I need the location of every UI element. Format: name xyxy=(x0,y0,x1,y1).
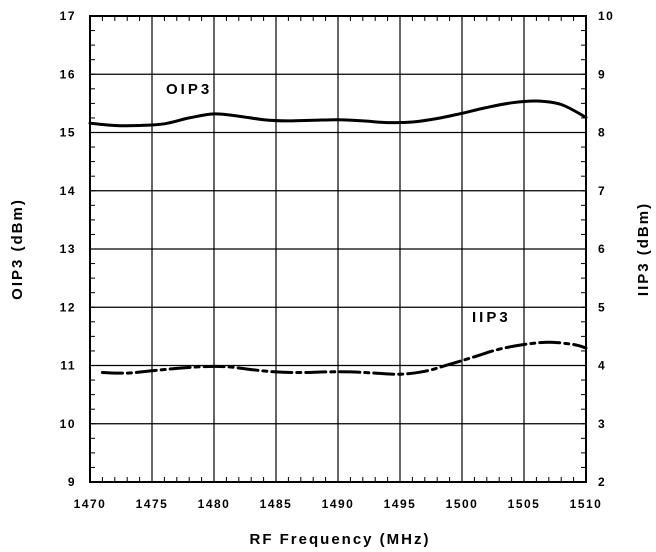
y-tick-label-right: 9 xyxy=(598,67,606,81)
x-tick-label: 1500 xyxy=(446,497,479,511)
series-label-oip3: OIP3 xyxy=(166,81,212,98)
y-tick-label-right: 8 xyxy=(598,126,606,140)
series xyxy=(88,99,588,376)
grid xyxy=(90,16,586,482)
y-tick-label-left: 9 xyxy=(68,475,76,489)
x-tick-label: 1495 xyxy=(384,497,417,511)
y-axis-title-right: IIP3 (dBm) xyxy=(635,202,652,296)
series-line-oip3 xyxy=(88,99,588,128)
plot-frame xyxy=(89,15,587,483)
y-axis-title-left: OIP3 (dBm) xyxy=(9,198,26,300)
x-tick-label: 1475 xyxy=(136,497,169,511)
x-tick-label: 1505 xyxy=(508,497,541,511)
x-tick-label: 1490 xyxy=(322,497,355,511)
y-tick-label-left: 17 xyxy=(60,9,76,23)
series-line-iip3 xyxy=(100,340,588,376)
y-tick-label-right: 7 xyxy=(598,184,606,198)
y-tick-label-left: 13 xyxy=(60,242,76,256)
y-tick-label-left: 11 xyxy=(60,359,76,373)
y-tick-label-right: 6 xyxy=(598,242,606,256)
x-tick-label: 1510 xyxy=(570,497,603,511)
series-label-iip3: IIP3 xyxy=(472,309,511,326)
x-tick-label: 1485 xyxy=(260,497,293,511)
y-tick-label-left: 14 xyxy=(60,184,76,198)
y-tick-label-right: 5 xyxy=(598,300,606,314)
y-tick-label-left: 12 xyxy=(60,300,76,314)
y-tick-label-left: 15 xyxy=(60,126,76,140)
x-axis-title: RF Frequency (MHz) xyxy=(249,531,430,548)
y-tick-label-right: 10 xyxy=(598,9,614,23)
y-tick-label-right: 2 xyxy=(598,475,606,489)
y-tick-label-right: 3 xyxy=(598,417,606,431)
x-tick-label: 1480 xyxy=(198,497,231,511)
x-tick-label: 1470 xyxy=(74,497,107,511)
tick-labels: 1470 1475 1480 1485 1490 1495 1500 1505 15109101… xyxy=(60,9,614,511)
y-tick-label-left: 10 xyxy=(60,417,76,431)
y-tick-label-left: 16 xyxy=(60,67,76,81)
y-tick-label-right: 4 xyxy=(598,359,606,373)
